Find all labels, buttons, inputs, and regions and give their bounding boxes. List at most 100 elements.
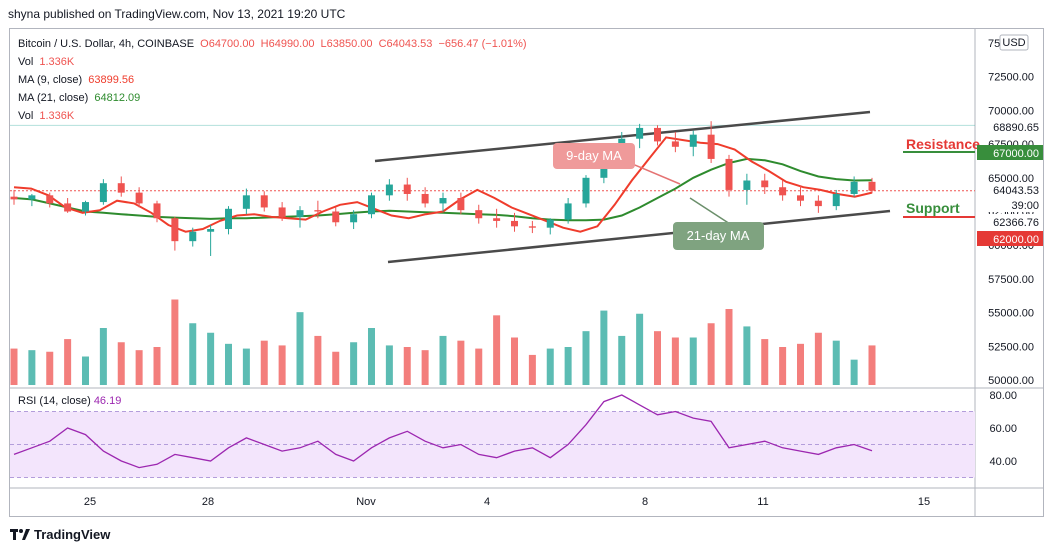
vol-value: 1.336K xyxy=(39,56,75,68)
tradingview-logo-icon xyxy=(10,528,30,540)
rsi-value: 46.19 xyxy=(93,395,122,407)
rsi-band xyxy=(10,411,975,478)
price-axis-tag-text: 39:00 xyxy=(1011,200,1039,212)
time-tick-label: 15 xyxy=(918,496,930,508)
time-tick-label: 28 xyxy=(202,496,214,508)
rsi-line xyxy=(13,394,873,469)
candle-body xyxy=(368,195,375,215)
volume-bar xyxy=(10,348,18,385)
channel-bottom-line xyxy=(387,209,891,264)
volume-bar xyxy=(117,342,125,385)
ma9-label: MA (9, close) xyxy=(18,74,83,86)
price-axis-tag xyxy=(977,197,1043,212)
rsi-tick-label: 40.00 xyxy=(989,456,1017,468)
candle-body xyxy=(868,181,876,191)
change-value: −656.47 (−1.01%) xyxy=(438,38,527,50)
symbol-name: Bitcoin / U.S. Dollar, 4h, COINBASE xyxy=(18,38,195,50)
ma21-callout-box xyxy=(673,222,764,250)
candle-body xyxy=(850,181,858,194)
price-axis-tag-text: 68890.65 xyxy=(993,122,1039,134)
candle-body xyxy=(689,134,697,147)
volume-bar xyxy=(743,326,751,385)
candle-body xyxy=(493,218,501,221)
candle-body xyxy=(46,195,54,204)
candle-body xyxy=(314,210,322,212)
ma21-row: MA (21, close) 64812.09 xyxy=(18,89,530,107)
volume-bar xyxy=(46,351,54,385)
candle-body xyxy=(528,226,536,228)
volume-bar xyxy=(868,345,876,385)
volume-bar xyxy=(654,331,661,385)
rsi-legend: RSI (14, close) 46.19 xyxy=(18,395,121,407)
candle-body xyxy=(654,127,661,142)
volume-bar xyxy=(546,348,554,385)
brand-name: TradingView xyxy=(34,527,111,542)
price-axis-tag xyxy=(977,145,1043,160)
resistance-label: Resistance xyxy=(906,136,980,152)
price-axis-tag xyxy=(977,214,1043,229)
volume-bar xyxy=(564,347,572,385)
ma9-value: 63899.56 xyxy=(88,74,135,86)
candle-body xyxy=(725,158,733,190)
open-value: O64700.00 xyxy=(200,38,255,50)
volume-bar xyxy=(636,313,644,385)
price-tick-label: 50000.00 xyxy=(988,375,1034,387)
candle-body xyxy=(636,127,644,139)
vol2-row: Vol 1.336K xyxy=(18,107,530,125)
candle-body xyxy=(582,177,590,204)
candle-body xyxy=(797,195,804,201)
volume-bar xyxy=(207,332,215,385)
volume-bar xyxy=(457,340,465,385)
volume-bar xyxy=(171,299,179,385)
rsi-tick-label: 80.00 xyxy=(989,390,1017,402)
candle-body xyxy=(564,203,572,220)
candle-body xyxy=(421,193,429,204)
volume-bar xyxy=(153,347,161,385)
footer-brand[interactable]: TradingView xyxy=(10,527,110,542)
price-tick-label: 75 xyxy=(988,38,1000,50)
volume-bar xyxy=(689,337,697,385)
price-tick-label: 55000.00 xyxy=(988,308,1034,320)
low-value: L63850.00 xyxy=(320,38,373,50)
volume-bar xyxy=(475,348,483,385)
candle-body xyxy=(296,210,304,217)
currency-badge xyxy=(999,34,1029,51)
volume-bar xyxy=(421,350,429,385)
ma21-label: MA (21, close) xyxy=(18,92,89,104)
publisher-line: shyna published on TradingView.com, Nov … xyxy=(8,7,346,21)
volume-bar xyxy=(761,339,769,385)
vol2-label: Vol xyxy=(18,110,34,122)
candle-body xyxy=(671,141,679,147)
price-tick-label: 52500.00 xyxy=(988,341,1034,353)
candle-body xyxy=(278,207,286,217)
rsi-tick-label: 60.00 xyxy=(989,423,1017,435)
candle-body xyxy=(153,203,161,219)
ma9-callout-box xyxy=(553,143,635,169)
candle-body xyxy=(10,196,18,200)
candle-body xyxy=(475,210,483,219)
channel-top-line xyxy=(374,110,871,163)
time-tick-label: 25 xyxy=(84,496,96,508)
candle-body xyxy=(99,183,107,203)
volume-bar xyxy=(850,359,858,385)
candle-body xyxy=(135,192,143,204)
volume-bar xyxy=(225,343,232,385)
rsi-label: RSI (14, close) xyxy=(18,395,91,407)
price-axis-tag-text: 67000.00 xyxy=(993,148,1039,160)
ma9-line xyxy=(13,136,873,233)
candle-body xyxy=(28,195,36,200)
ma9-row: MA (9, close) 63899.56 xyxy=(18,71,530,89)
ma9-callout-pointer xyxy=(629,162,681,185)
volume-bar xyxy=(260,340,268,385)
candle-body xyxy=(439,198,447,204)
time-tick-label: 4 xyxy=(484,496,490,508)
volume-bar xyxy=(135,350,143,385)
close-value: C64043.53 xyxy=(378,38,433,50)
chart-legend: Bitcoin / U.S. Dollar, 4h, COINBASE O647… xyxy=(18,35,530,125)
candle-body xyxy=(207,229,215,232)
volume-bar xyxy=(28,350,36,385)
time-tick-label: 11 xyxy=(757,496,768,508)
candle-body xyxy=(350,214,358,223)
volume-bar xyxy=(189,323,197,385)
